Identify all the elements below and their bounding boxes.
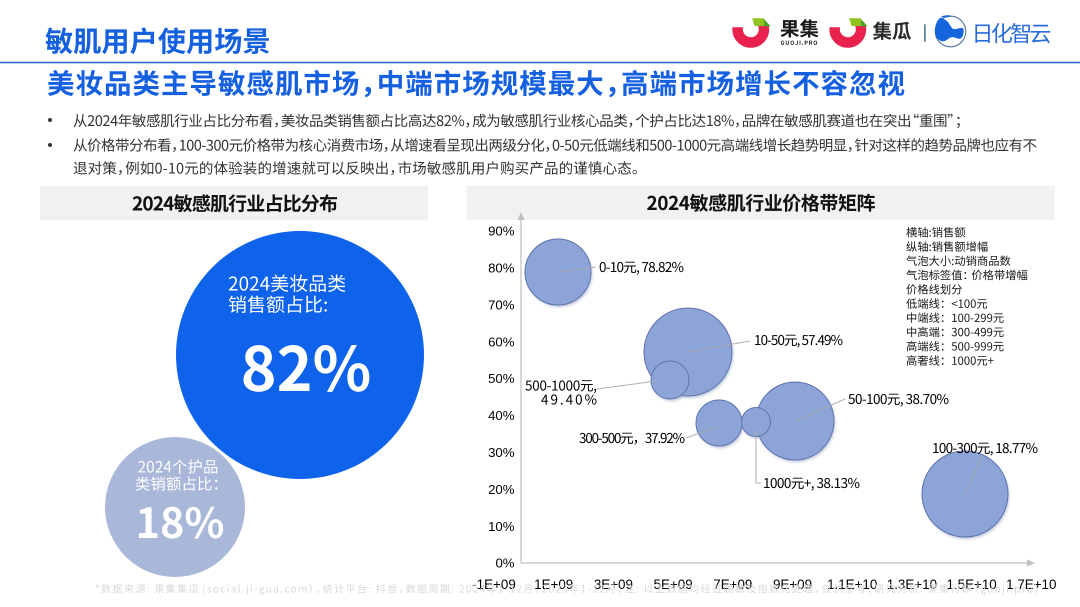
svg-text:-1E+09: -1E+09 — [472, 577, 516, 592]
svg-text:7E+09: 7E+09 — [713, 577, 752, 592]
svg-text:50%: 50% — [488, 371, 515, 386]
svg-text:80%: 80% — [488, 261, 515, 276]
svg-text:9E+09: 9E+09 — [773, 577, 812, 592]
svg-text:70%: 70% — [488, 297, 515, 312]
svg-text:1E+09: 1E+09 — [534, 577, 573, 592]
svg-text:60%: 60% — [488, 334, 515, 349]
svg-text:1.7E+10: 1.7E+10 — [1006, 577, 1056, 592]
svg-text:0%: 0% — [495, 556, 514, 571]
svg-text:20%: 20% — [488, 482, 515, 497]
svg-text:40%: 40% — [488, 408, 515, 423]
svg-text:30%: 30% — [488, 445, 515, 460]
svg-text:10%: 10% — [488, 519, 515, 534]
svg-text:1.1E+10: 1.1E+10 — [827, 577, 877, 592]
svg-text:1.5E+10: 1.5E+10 — [946, 577, 996, 592]
svg-text:90%: 90% — [488, 224, 515, 239]
